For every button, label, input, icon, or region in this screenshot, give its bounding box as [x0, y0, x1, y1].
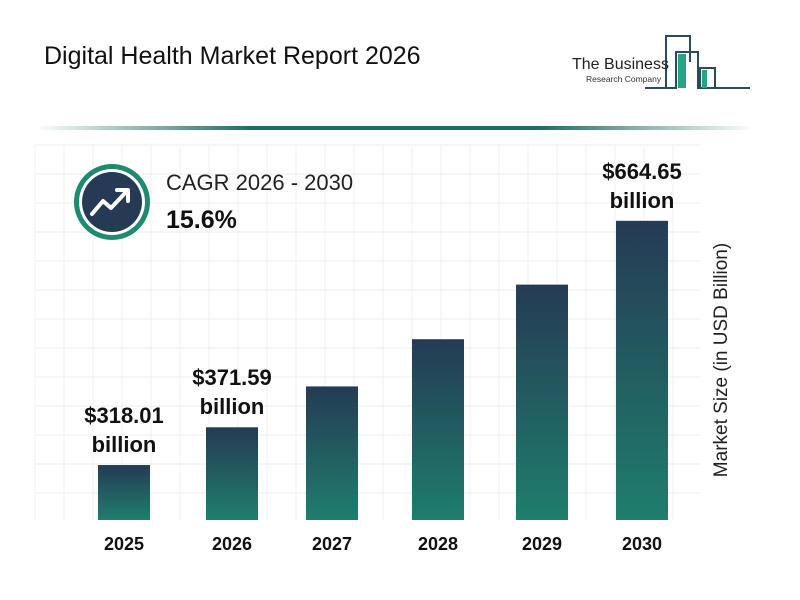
logo-subtext: Research Company: [586, 74, 662, 84]
x-tick-label: 2027: [311, 534, 353, 554]
x-tick-label: 2029: [521, 534, 563, 554]
data-label-unit: billion: [91, 432, 157, 458]
y-axis-label: Market Size (in USD Billion): [711, 242, 732, 478]
data-label-value: $371.59: [192, 365, 272, 391]
cagr-icon: [74, 164, 150, 240]
x-tick-label: 2030: [621, 534, 663, 554]
logo-buildings-icon: [645, 35, 750, 89]
x-tick-label: 2025: [103, 534, 145, 554]
trending-up-icon: [90, 189, 129, 216]
data-label: $371.59 billion: [192, 363, 272, 421]
bar-2025: [98, 465, 150, 520]
bar-2028: [412, 339, 464, 520]
divider: [35, 126, 755, 130]
x-tick-label: 2028: [417, 534, 459, 554]
data-label-unit: billion: [199, 394, 265, 420]
x-tick-label: 2026: [211, 534, 253, 554]
bar-2030: [616, 220, 668, 521]
logo-text: The Business: [572, 56, 669, 73]
chart-title: Digital Health Market Report 2026: [44, 42, 421, 70]
cagr-value: 15.6%: [166, 206, 237, 234]
data-label-value: $664.65: [602, 158, 682, 184]
bar-2027: [306, 386, 358, 520]
data-label: $318.01 billion: [84, 401, 164, 459]
bar-2029: [516, 284, 568, 520]
cagr-label: CAGR 2026 - 2030: [166, 170, 354, 195]
data-label-value: $318.01: [84, 403, 164, 429]
data-label: $664.65 billion: [602, 157, 682, 215]
bar-2026: [206, 427, 258, 520]
data-label-unit: billion: [609, 187, 675, 213]
company-logo: The Business Research Company: [570, 32, 755, 92]
